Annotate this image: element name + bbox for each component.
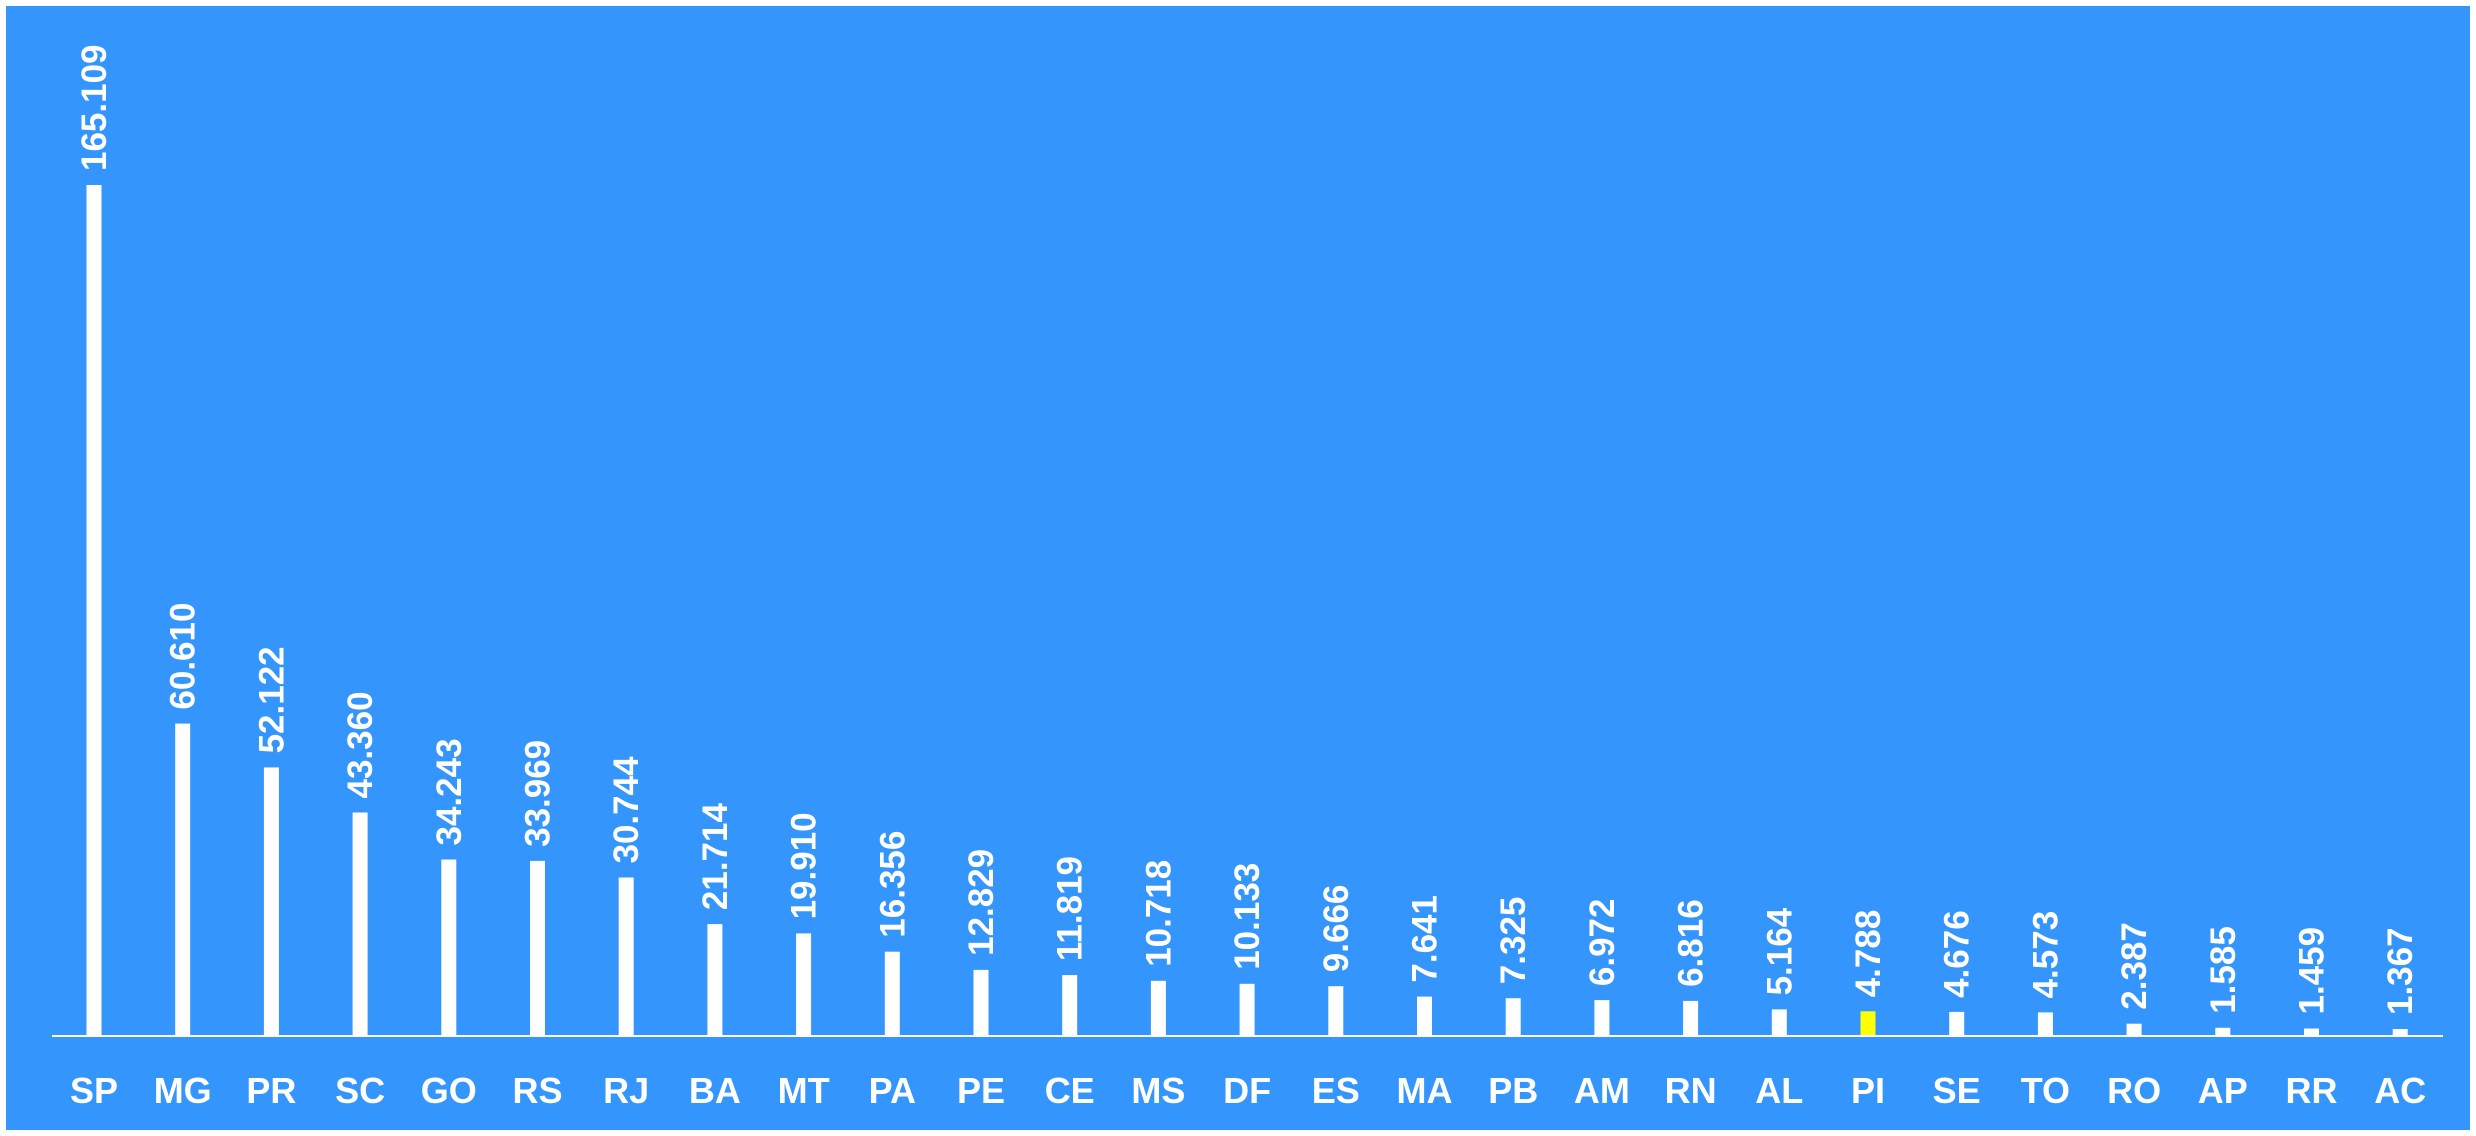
bar-mg [175, 723, 191, 1036]
value-label-se: 4.676 [1938, 910, 1977, 998]
category-label-to: TO [2021, 1070, 2070, 1111]
bar-ce [1062, 975, 1078, 1036]
bar-rj [618, 877, 634, 1036]
category-label-ma: MA [1397, 1070, 1453, 1111]
category-label-pi: PI [1851, 1070, 1885, 1111]
bar-df [1239, 983, 1255, 1036]
value-label-mg: 60.610 [164, 603, 203, 710]
bar-pi [1860, 1011, 1876, 1036]
category-label-ac: AC [2374, 1070, 2426, 1111]
category-label-ro: RO [2107, 1070, 2161, 1111]
value-label-pb: 7.325 [1494, 897, 1533, 985]
bar-rs [530, 860, 545, 1036]
bar-ac [2392, 1029, 2408, 1036]
category-label-mt: MT [778, 1070, 830, 1111]
value-label-ac: 1.367 [2381, 927, 2420, 1015]
value-label-rs: 33.969 [519, 740, 558, 847]
bar-rn [1683, 1000, 1699, 1036]
category-label-es: ES [1312, 1070, 1360, 1111]
category-label-rr: RR [2286, 1070, 2338, 1111]
category-label-sc: SC [335, 1070, 385, 1111]
value-label-ro: 2.387 [2115, 922, 2154, 1010]
category-label-pr: PR [246, 1070, 296, 1111]
category-label-pb: PB [1488, 1070, 1538, 1111]
bar-se [1949, 1011, 1965, 1036]
value-label-go: 34.243 [430, 738, 469, 845]
bar-es [1328, 986, 1344, 1036]
value-label-ma: 7.641 [1406, 895, 1445, 983]
value-label-mt: 19.910 [785, 812, 824, 919]
bar-go [441, 859, 457, 1036]
bar-to [2037, 1012, 2053, 1036]
category-label-rj: RJ [603, 1070, 649, 1111]
value-label-ce: 11.819 [1051, 856, 1090, 961]
category-label-sp: SP [70, 1070, 118, 1111]
category-label-ba: BA [689, 1070, 741, 1111]
value-label-rr: 1.459 [2293, 927, 2332, 1015]
category-label-ms: MS [1131, 1070, 1185, 1111]
value-label-ba: 21.714 [696, 803, 735, 911]
category-label-df: DF [1223, 1070, 1271, 1111]
value-label-sc: 43.360 [341, 691, 380, 798]
category-label-ap: AP [2198, 1070, 2248, 1111]
bar-am [1594, 1000, 1610, 1036]
bar-pb [1505, 998, 1521, 1036]
bar-ba [707, 924, 723, 1036]
bar-ap [2215, 1027, 2231, 1036]
value-label-pr: 52.122 [252, 646, 291, 753]
bar-sp [86, 185, 102, 1036]
value-label-es: 9.666 [1317, 885, 1356, 973]
value-label-am: 6.972 [1583, 899, 1622, 987]
value-label-pe: 12.829 [962, 849, 1001, 956]
category-label-pa: PA [869, 1070, 916, 1111]
value-label-rn: 6.816 [1672, 899, 1711, 987]
bar-sc [352, 812, 368, 1036]
value-label-pa: 16.356 [873, 831, 912, 938]
bars-layer [86, 185, 2408, 1036]
bar-ma [1417, 996, 1432, 1036]
category-label-rn: RN [1665, 1070, 1717, 1111]
value-label-sp: 165.109 [75, 44, 114, 171]
value-label-rj: 30.744 [607, 756, 646, 864]
category-label-al: AL [1755, 1070, 1803, 1111]
value-label-ms: 10.718 [1139, 860, 1178, 967]
category-label-se: SE [1933, 1070, 1981, 1111]
bar-pa [884, 951, 900, 1036]
bar-al [1771, 1009, 1787, 1036]
bar-ms [1150, 980, 1166, 1036]
value-label-ap: 1.585 [2204, 926, 2243, 1014]
category-label-pe: PE [957, 1070, 1005, 1111]
bar-pr [263, 767, 279, 1036]
category-label-mg: MG [154, 1070, 212, 1111]
bar-ro [2126, 1023, 2142, 1036]
labels-layer: 165.109 SP 60.610 MG 52.122 PR 43.360 SC 34.243 G… [70, 44, 2426, 1111]
bar-mt [796, 933, 812, 1036]
category-label-am: AM [1574, 1070, 1630, 1111]
value-label-pi: 4.788 [1849, 910, 1888, 998]
value-label-to: 4.573 [2026, 911, 2065, 999]
value-label-al: 5.164 [1760, 907, 1799, 995]
category-label-go: GO [421, 1070, 477, 1111]
bar-rr [2304, 1028, 2319, 1036]
bar-pe [973, 969, 989, 1036]
category-label-rs: RS [512, 1070, 562, 1111]
value-label-df: 10.133 [1228, 863, 1267, 970]
category-label-ce: CE [1045, 1070, 1095, 1111]
